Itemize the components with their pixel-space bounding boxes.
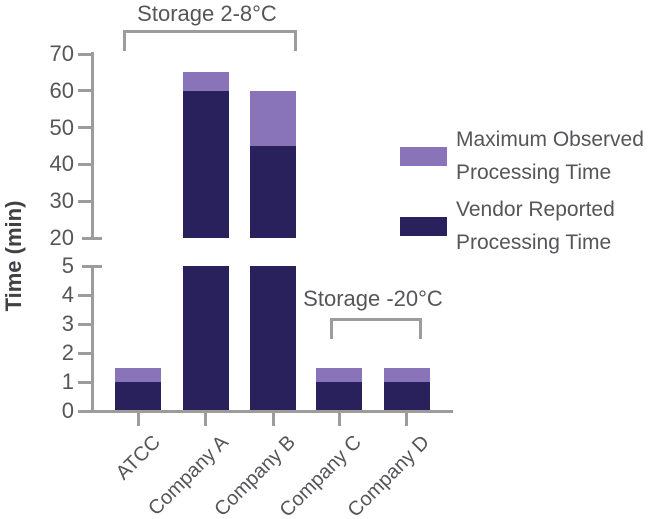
y-tick-70 bbox=[78, 52, 92, 56]
legend-swatch-max-observed bbox=[400, 146, 447, 166]
x-tick-atcc bbox=[136, 413, 140, 426]
y-tick-label-20: 20 bbox=[49, 225, 74, 250]
y-tick-40 bbox=[78, 162, 92, 166]
bar-company-c-vendor-reported bbox=[316, 382, 362, 411]
bar-company-d-vendor-reported bbox=[383, 382, 430, 411]
y-tick-label-5: 5 bbox=[61, 253, 74, 278]
bar-company-b-vendor-reported bbox=[250, 146, 296, 238]
x-tick-company-a bbox=[204, 413, 207, 426]
y-tick-20 bbox=[82, 236, 102, 240]
bar-company-a-vendor-reported bbox=[182, 266, 229, 411]
bar-company-b-vendor-reported bbox=[250, 266, 296, 411]
legend-swatch-vendor-reported bbox=[400, 216, 447, 236]
legend-label-line: Processing Time bbox=[456, 161, 612, 184]
y-tick-label-40: 40 bbox=[49, 151, 74, 177]
x-tick-company-c bbox=[337, 413, 341, 426]
y-tick-30 bbox=[78, 199, 92, 203]
bar-company-c-max-observed bbox=[316, 367, 362, 382]
y-tick-label-1: 1 bbox=[61, 369, 74, 394]
y-tick-label-30: 30 bbox=[49, 188, 74, 214]
legend-label-max-observed: Maximum Observed Processing Time bbox=[456, 123, 644, 189]
storage-minus-20-bracket bbox=[330, 318, 422, 339]
bar-atcc-vendor-reported bbox=[115, 382, 161, 411]
legend-label-line: Vendor Reported bbox=[456, 198, 615, 221]
x-tick-company-b bbox=[271, 413, 275, 426]
y-tick-label-0: 0 bbox=[61, 398, 74, 423]
y-tick-1 bbox=[78, 380, 92, 384]
bar-company-a-max-observed bbox=[182, 72, 229, 91]
y-tick-5 bbox=[82, 264, 102, 268]
y-axis-title: Time (min) bbox=[1, 200, 26, 312]
storage-2-8-label: Storage 2-8°C bbox=[137, 1, 277, 26]
y-tick-label-60: 60 bbox=[49, 77, 74, 103]
bar-company-b-max-observed bbox=[250, 90, 296, 146]
storage-minus-20-label: Storage -20°C bbox=[303, 286, 443, 311]
y-tick-2 bbox=[78, 351, 92, 355]
y-tick-label-4: 4 bbox=[61, 282, 74, 307]
legend-label-line: Processing Time bbox=[456, 231, 612, 254]
y-tick-label-2: 2 bbox=[61, 340, 74, 365]
x-axis-line bbox=[80, 410, 453, 413]
legend-item-max-observed: Maximum Observed Processing Time bbox=[400, 123, 644, 189]
bar-atcc-max-observed bbox=[115, 367, 161, 382]
y-axis-lower-segment bbox=[91, 265, 94, 412]
y-tick-label-3: 3 bbox=[61, 311, 74, 336]
legend-label-vendor-reported: Vendor Reported Processing Time bbox=[456, 193, 615, 259]
y-tick-3 bbox=[78, 322, 92, 326]
x-tick-company-d bbox=[405, 413, 408, 426]
bar-company-a-vendor-reported bbox=[182, 90, 229, 238]
legend-item-vendor-reported: Vendor Reported Processing Time bbox=[400, 193, 615, 259]
y-tick-50 bbox=[78, 126, 92, 130]
y-axis-upper-segment bbox=[91, 52, 94, 240]
y-tick-label-50: 50 bbox=[49, 114, 74, 140]
y-tick-60 bbox=[78, 89, 92, 93]
y-tick-4 bbox=[78, 293, 92, 297]
y-tick-label-70: 70 bbox=[49, 41, 74, 66]
bar-company-d-max-observed bbox=[383, 367, 430, 382]
legend-label-line: Maximum Observed bbox=[456, 128, 644, 151]
storage-2-8-bracket bbox=[123, 30, 297, 51]
